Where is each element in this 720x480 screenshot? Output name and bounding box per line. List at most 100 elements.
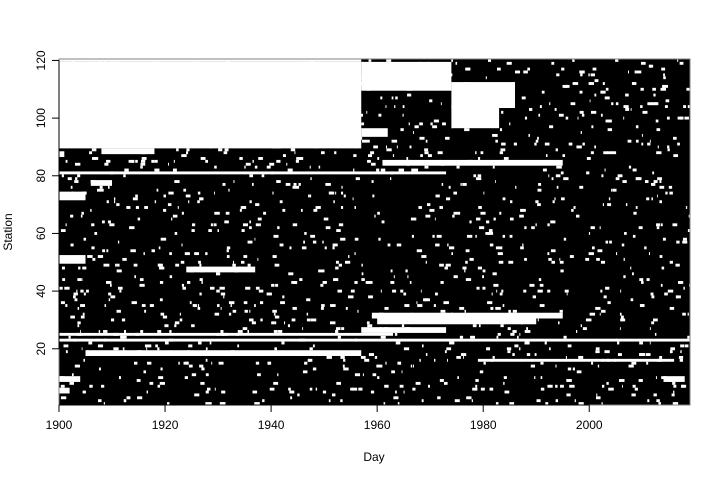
missing-cell	[444, 266, 448, 270]
missing-cell	[661, 376, 667, 380]
missing-cell	[463, 355, 465, 359]
missing-cell	[368, 154, 373, 158]
missing-cell	[589, 99, 591, 103]
missing-cell	[80, 315, 85, 319]
missing-cell	[255, 353, 259, 356]
missing-cell	[483, 361, 486, 365]
missing-cell	[579, 70, 584, 74]
missing-cell	[396, 243, 402, 247]
missing-cell	[445, 197, 451, 201]
missing-cell	[68, 335, 71, 339]
missing-cell	[340, 399, 343, 403]
missing-cell	[335, 260, 339, 264]
missing-cell	[492, 165, 495, 169]
missing-cell	[341, 108, 343, 111]
missing-cell	[632, 384, 636, 388]
missing-cell	[135, 206, 140, 209]
missing-cell	[405, 269, 408, 273]
missing-cell	[71, 59, 75, 62]
missing-cell	[655, 102, 659, 106]
missing-cell	[173, 108, 176, 111]
missing-cell	[579, 185, 584, 189]
missing-cell	[219, 110, 221, 114]
missing-cell	[510, 200, 513, 204]
missing-cell	[206, 73, 212, 77]
missing-cell	[457, 211, 461, 215]
missing-cell	[425, 214, 431, 218]
missing-cell	[407, 93, 412, 97]
missing-cell	[455, 61, 458, 65]
missing-cell	[421, 255, 427, 258]
missing-cell	[186, 151, 189, 155]
y-tick-label: 120	[34, 50, 48, 70]
missing-cell	[605, 87, 609, 91]
missing-cell	[491, 292, 493, 296]
missing-cell	[480, 211, 486, 215]
missing-cell	[549, 347, 551, 351]
missing-cell	[547, 223, 550, 227]
missing-cell	[326, 113, 331, 117]
missing-cell	[343, 90, 347, 94]
missing-cell	[331, 116, 336, 120]
missing-cell	[64, 286, 70, 290]
missing-cell	[628, 165, 632, 169]
missing-cell	[678, 281, 681, 284]
missing-cell	[296, 122, 299, 126]
missing-cell	[464, 309, 467, 313]
missing-cell	[258, 113, 261, 117]
missing-cell	[77, 306, 80, 310]
missing-cell	[183, 188, 187, 192]
missing-cell	[182, 108, 186, 111]
missing-cell	[185, 194, 191, 198]
missing-cell	[292, 223, 298, 227]
missing-cell	[174, 232, 178, 235]
missing-cell	[325, 182, 331, 186]
missing-cell	[324, 246, 327, 250]
missing-cell	[340, 355, 345, 359]
missing-cell	[226, 255, 230, 258]
missing-cell	[385, 105, 387, 109]
missing-cell	[572, 59, 575, 62]
missing-cell	[441, 182, 444, 186]
missing-cell	[273, 312, 276, 316]
missing-cell	[296, 353, 298, 356]
missing-cell	[223, 332, 228, 336]
missing-cell	[333, 278, 339, 282]
missing-cell	[492, 355, 495, 359]
missing-cell	[594, 145, 596, 149]
missing-cell	[384, 327, 388, 331]
missing-cell	[154, 200, 157, 204]
missing-cell	[556, 73, 560, 77]
missing-cell	[103, 84, 106, 88]
missing-cell	[174, 321, 180, 325]
missing-cell	[567, 344, 572, 348]
missing-cell	[149, 344, 152, 348]
missing-cell	[669, 350, 673, 354]
missing-cell	[364, 358, 370, 362]
missing-cell	[232, 263, 236, 267]
missing-cell	[239, 122, 244, 126]
missing-cell	[394, 105, 396, 109]
missing-cell	[500, 148, 506, 152]
missing-cell	[656, 226, 660, 230]
missing-cell	[528, 133, 530, 137]
missing-cell	[169, 330, 172, 333]
missing-cell	[181, 283, 185, 287]
missing-cell	[565, 116, 569, 120]
missing-cell	[211, 139, 215, 143]
missing-cell	[620, 289, 622, 293]
missing-cell	[198, 341, 202, 345]
missing-cell	[350, 289, 355, 293]
missing-cell	[336, 64, 342, 68]
missing-cell	[297, 393, 300, 397]
missing-cell	[551, 61, 555, 65]
missing-cell	[329, 73, 331, 77]
missing-cell	[164, 84, 170, 88]
missing-cell	[323, 217, 329, 221]
missing-cell	[682, 237, 687, 241]
missing-cell	[138, 119, 142, 123]
missing-cell	[287, 168, 293, 172]
missing-cell	[588, 73, 590, 77]
missing-cell	[640, 61, 646, 65]
missing-cell	[70, 185, 73, 189]
